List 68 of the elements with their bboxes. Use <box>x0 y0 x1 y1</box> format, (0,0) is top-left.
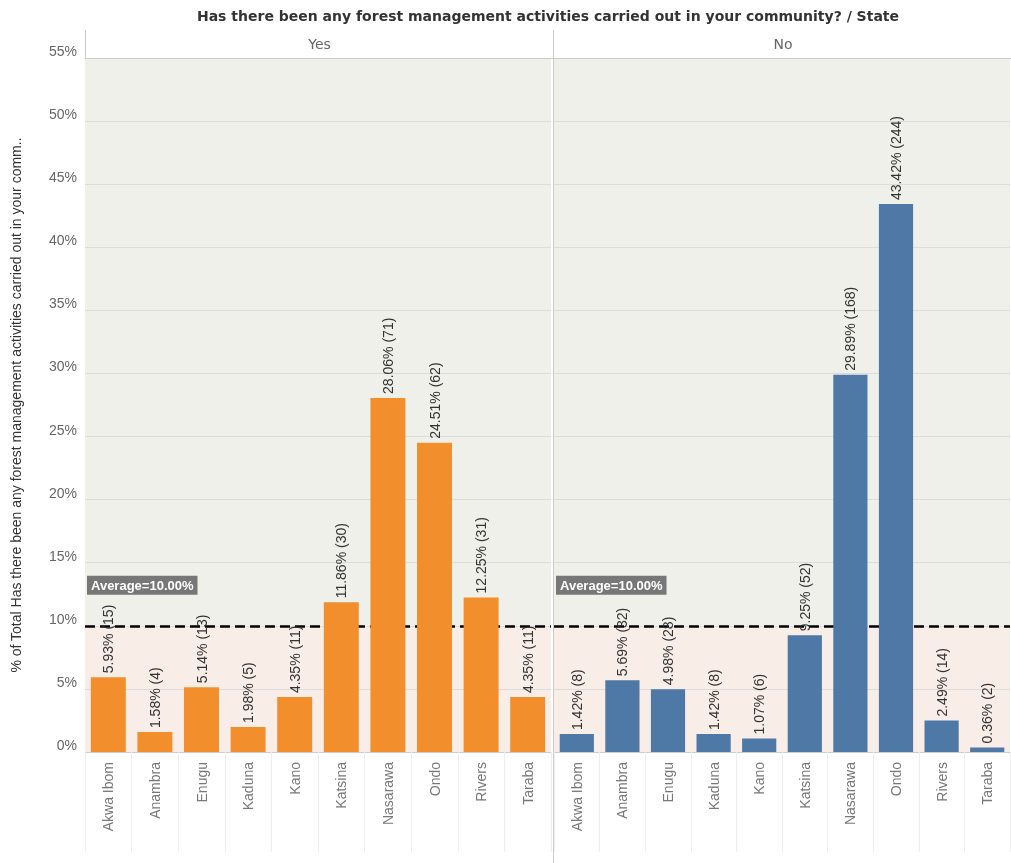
y-tick-label: 55% <box>48 43 77 59</box>
y-tick-label: 40% <box>48 232 77 249</box>
bar <box>833 374 868 752</box>
x-tick-label: Kaduna <box>705 761 722 811</box>
y-tick-label: 25% <box>48 421 77 438</box>
chart-title: Has there been any forest management activities carried out in your community? / State <box>195 8 901 24</box>
bar <box>696 734 731 752</box>
bar <box>742 738 777 752</box>
x-tick-label: Taraba <box>979 761 996 805</box>
x-tick-label: Taraba <box>519 761 536 805</box>
x-tick-label: Anambra <box>614 761 631 819</box>
chart-subtitle: Yes <box>85 30 553 59</box>
data-label: 29.89% (168) <box>842 286 859 371</box>
x-tick-label: Kano <box>286 761 303 795</box>
bar <box>970 747 1005 752</box>
data-label: 28.06% (71) <box>379 317 396 394</box>
data-label: 12.25% (31) <box>473 517 490 594</box>
x-tick-label: Katsina <box>333 761 350 809</box>
x-tick-label: Akwa Ibom <box>100 762 117 832</box>
x-tick-label: Rivers <box>933 762 950 802</box>
x-tick-label: Enugu <box>193 762 210 803</box>
data-label: 5.69% (32) <box>614 607 631 677</box>
data-label: 1.07% (6) <box>751 673 768 735</box>
data-label: 4.35% (11) <box>519 625 536 694</box>
y-axis-title: % of Total Has there been any forest management activities carried out in your comm.. <box>8 137 24 673</box>
bar <box>878 204 914 752</box>
data-label: 1.98% (5) <box>240 662 257 724</box>
data-label: 1.42% (8) <box>568 669 585 731</box>
data-label: 4.98% (28) <box>660 616 676 686</box>
y-tick-label: 5% <box>56 673 77 690</box>
y-tick-label: 30% <box>48 358 77 375</box>
data-label: 4.35% (11) <box>286 625 303 694</box>
data-label: 11.86% (30) <box>333 523 350 599</box>
data-label: 2.49% (14) <box>933 648 950 717</box>
x-tick-label: Kaduna <box>240 761 257 811</box>
y-tick-label: 15% <box>48 547 77 564</box>
bar <box>605 680 640 752</box>
y-tick-label: 0% <box>56 737 77 753</box>
x-tick-label: Nasarawa <box>379 761 396 826</box>
x-tick-label: Anambra <box>146 761 163 819</box>
bar <box>787 635 822 752</box>
y-tick-label: 50% <box>48 106 77 123</box>
chart-subtitle: No <box>554 30 1011 59</box>
data-label: 1.58% (4) <box>146 667 163 729</box>
bar <box>650 689 686 752</box>
x-tick-label: Kano <box>751 761 768 795</box>
ref-line-label: Average=10.00% <box>91 577 194 593</box>
y-tick-label: 10% <box>48 610 77 627</box>
x-tick-label: Akwa Ibom <box>568 762 585 832</box>
x-tick-label: Katsina <box>796 761 813 809</box>
x-tick-label: Enugu <box>660 762 676 803</box>
data-label: 0.36% (2) <box>979 682 996 744</box>
x-tick-label: Rivers <box>473 762 490 802</box>
bar <box>559 734 594 752</box>
x-tick-label: Nasarawa <box>842 761 859 826</box>
x-tick-label: Ondo <box>426 761 443 797</box>
data-label: 5.14% (13) <box>193 614 210 684</box>
data-label: 43.42% (244) <box>888 116 904 201</box>
data-label: 5.93% (15) <box>100 604 117 674</box>
ref-line-label: Average=10.00% <box>560 577 663 593</box>
data-label: 1.42% (8) <box>705 669 722 731</box>
y-tick-label: 20% <box>48 484 77 501</box>
y-tick-label: 45% <box>48 169 77 186</box>
data-label: 9.25% (52) <box>796 562 813 632</box>
data-label: 24.51% (62) <box>426 362 443 439</box>
bar <box>924 720 959 752</box>
x-tick-label: Ondo <box>888 761 904 797</box>
y-tick-label: 35% <box>48 295 77 312</box>
